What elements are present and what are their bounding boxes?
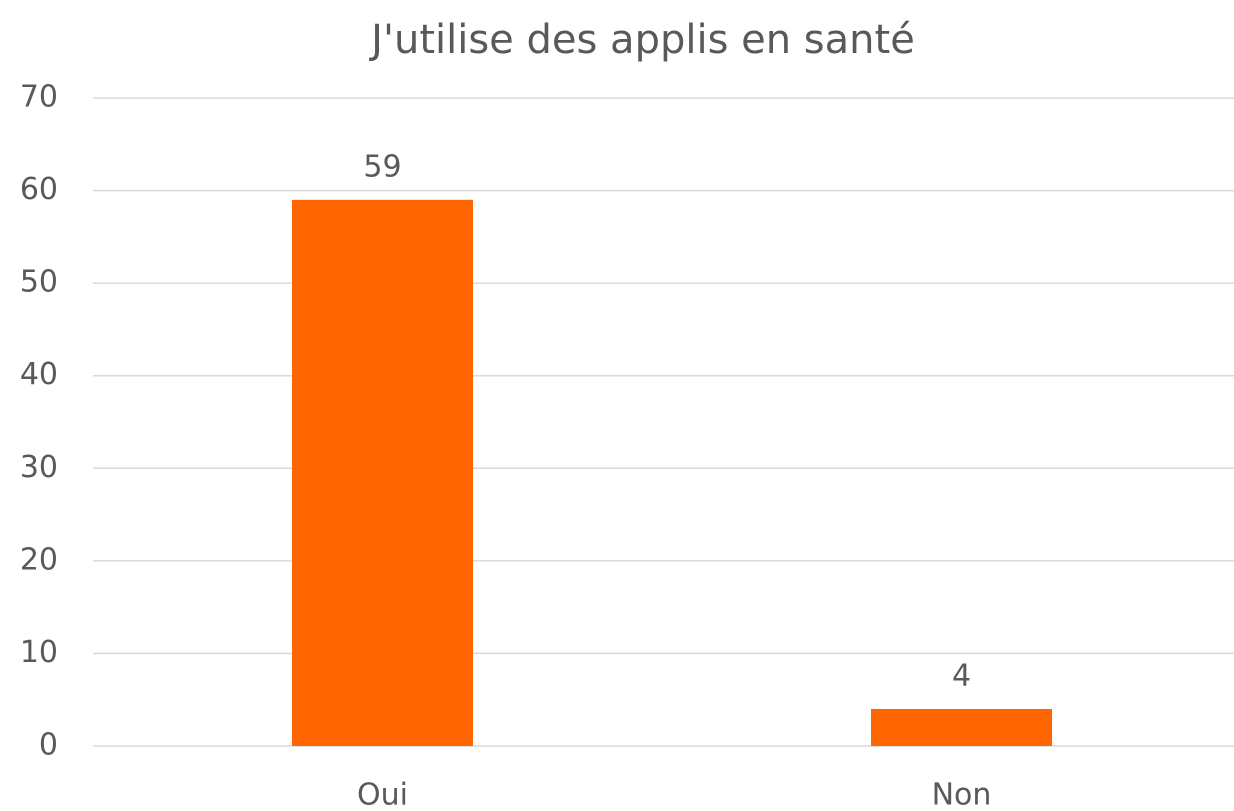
chart-title: J'utilise des applis en santé <box>368 17 915 63</box>
y-tick-label: 50 <box>20 265 58 300</box>
x-tick-label: Non <box>932 778 992 808</box>
y-tick-label: 70 <box>20 80 58 115</box>
y-tick-label: 10 <box>20 635 58 670</box>
data-label: 4 <box>952 658 971 693</box>
y-tick-label: 20 <box>20 542 58 577</box>
y-tick-label: 40 <box>20 357 58 392</box>
y-tick-label: 0 <box>39 728 58 763</box>
data-label: 59 <box>363 149 401 184</box>
y-tick-label: 30 <box>20 450 58 485</box>
y-tick-label: 60 <box>20 172 58 207</box>
bar <box>292 199 473 747</box>
x-tick-label: Oui <box>357 778 408 808</box>
bar <box>871 708 1052 746</box>
